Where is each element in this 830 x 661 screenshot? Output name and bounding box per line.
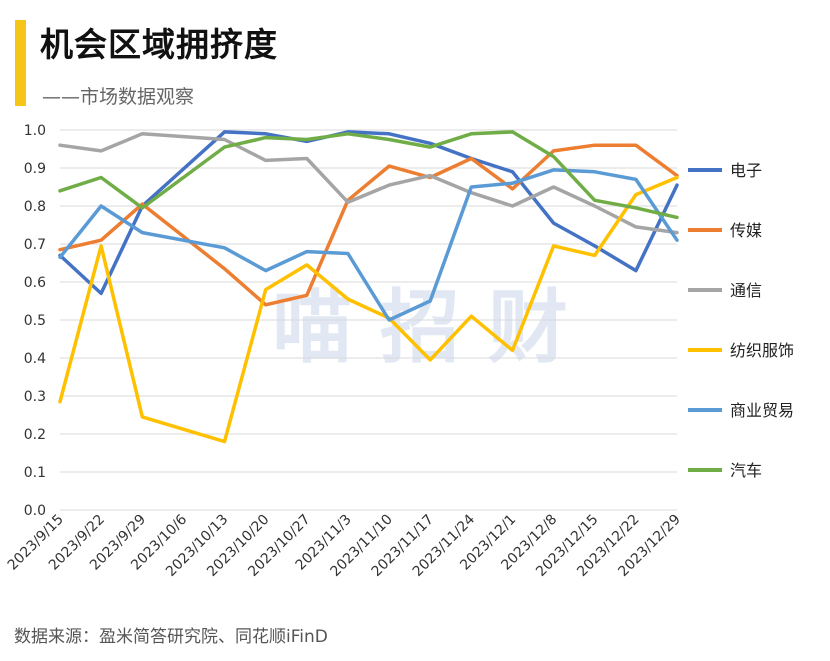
y-tick-label: 1.0 <box>24 123 46 139</box>
y-tick-label: 0.0 <box>24 503 46 519</box>
y-tick-label: 0.1 <box>24 465 46 481</box>
y-tick-label: 0.3 <box>24 389 46 405</box>
legend-label: 电子 <box>730 161 762 180</box>
y-tick-label: 0.8 <box>24 199 46 215</box>
y-tick-label: 0.7 <box>24 237 46 253</box>
legend-label: 汽车 <box>730 461 762 480</box>
series-line-2 <box>58 132 679 235</box>
series-line-5 <box>58 130 679 220</box>
chart-subtitle: ——市场数据观察 <box>42 86 195 108</box>
y-axis: 0.0 0.1 0.2 0.3 0.4 0.5 0.6 0.7 0.8 0.9 1.0 <box>24 123 46 519</box>
legend-label: 传媒 <box>730 221 762 240</box>
x-axis: 2023/9/152023/9/222023/9/292023/10/62023… <box>5 511 684 579</box>
watermark: 喵 招 财 <box>272 281 568 374</box>
y-tick-label: 0.9 <box>24 161 46 177</box>
y-tick-label: 0.6 <box>24 275 46 291</box>
legend-label: 通信 <box>730 281 762 300</box>
series-line-1 <box>58 143 679 307</box>
y-tick-label: 0.5 <box>24 313 46 329</box>
series-line-0 <box>58 130 679 296</box>
series-line-4 <box>58 168 679 322</box>
chart-title: 机会区域拥挤度 <box>40 25 278 64</box>
data-source: 数据来源：盈米简答研究院、同花顺iFinD <box>14 627 328 647</box>
series-line-3 <box>58 175 679 444</box>
y-tick-label: 0.4 <box>24 351 46 367</box>
y-tick-label: 0.2 <box>24 427 46 443</box>
series-layer <box>58 130 679 444</box>
grid-lines <box>60 129 677 511</box>
legend-label: 纺织服饰 <box>730 341 794 360</box>
legend-label: 商业贸易 <box>730 401 794 420</box>
title-accent-bar <box>15 20 26 106</box>
